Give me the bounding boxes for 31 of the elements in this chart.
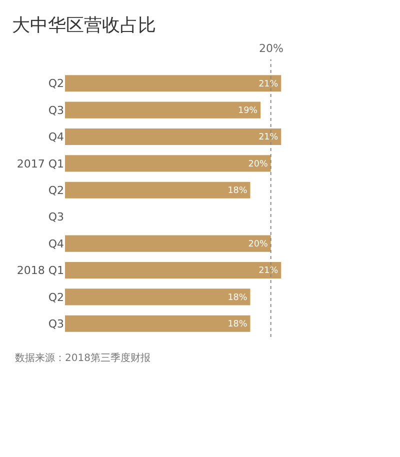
y-tick-label: Q2 bbox=[48, 77, 64, 90]
bar bbox=[65, 155, 271, 172]
bar bbox=[65, 235, 271, 252]
data-label: 18% bbox=[228, 292, 248, 303]
y-tick-label: Q2 bbox=[48, 184, 64, 197]
bar bbox=[65, 288, 250, 306]
y-tick-label: Q4 bbox=[48, 130, 64, 144]
data-label: 20% bbox=[248, 159, 268, 170]
data-label: 18% bbox=[228, 186, 248, 196]
data-label: 21% bbox=[258, 132, 278, 143]
data-label: 21% bbox=[258, 266, 278, 276]
y-tick-label: 2017 Q1 bbox=[16, 157, 64, 170]
ref-line-label: 20% bbox=[259, 42, 284, 55]
y-tick-label: Q3 bbox=[48, 318, 64, 330]
bar bbox=[65, 128, 282, 146]
bar bbox=[65, 75, 282, 92]
y-tick-label: Q2 bbox=[48, 290, 64, 304]
y-tick-label: Q3 bbox=[48, 210, 64, 224]
y-tick-label: 2018 Q1 bbox=[16, 264, 64, 278]
bar bbox=[65, 102, 261, 118]
data-label: 21% bbox=[258, 79, 278, 90]
data-label: 18% bbox=[228, 320, 248, 330]
data-label: 20% bbox=[248, 239, 268, 250]
source-note: 数据来源：2018第三季度财报 bbox=[15, 352, 150, 364]
bar bbox=[65, 262, 282, 279]
data-label: 19% bbox=[238, 106, 258, 116]
bar bbox=[65, 315, 250, 332]
y-tick-label: Q3 bbox=[48, 104, 64, 117]
bar bbox=[65, 182, 250, 198]
chart-title: 大中华区营收占比 bbox=[12, 14, 156, 36]
y-tick-label: Q4 bbox=[48, 237, 64, 250]
